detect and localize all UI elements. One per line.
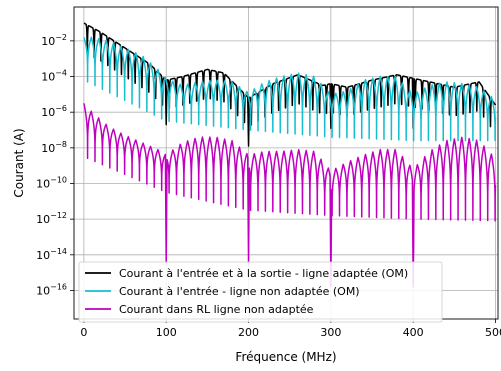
y-tick-label: 10−14 (36, 247, 67, 262)
series-line-1 (83, 36, 497, 142)
x-tick-label: 200 (238, 326, 259, 339)
y-tick-label: 10−4 (41, 69, 67, 84)
x-tick-label: 500 (485, 326, 501, 339)
x-tick-label: 300 (320, 326, 341, 339)
legend-label: Courant à l'entrée et à la sortie - lign… (119, 267, 408, 280)
x-tick-label: 400 (403, 326, 424, 339)
y-tick-label: 10−12 (36, 211, 67, 226)
y-tick-label: 10−16 (36, 282, 67, 297)
x-tick-label: 100 (156, 326, 177, 339)
legend-label: Courant dans RL ligne non adaptée (119, 303, 314, 316)
y-tick-label: 10−6 (41, 104, 67, 119)
series-group (83, 22, 497, 288)
series-line-2 (83, 102, 497, 288)
series-line-0 (83, 22, 497, 147)
y-tick-label: 10−2 (41, 33, 67, 48)
legend-box (78, 261, 443, 323)
y-tick-label: 10−8 (41, 140, 67, 155)
y-tick-label: 10−10 (36, 176, 67, 191)
x-axis-label: Fréquence (MHz) (235, 350, 336, 364)
legend: Courant à l'entrée et à la sortie - lign… (78, 261, 443, 323)
legend-label: Courant à l'entrée - ligne non adaptée (… (119, 285, 360, 298)
axis-ticks: 0 100 200 300 400 500 10−2 10−4 10−6 10−8 10−10 10−… (36, 33, 501, 339)
x-tick-label: 0 (80, 326, 87, 339)
y-axis-label: Courant (A) (12, 128, 26, 197)
